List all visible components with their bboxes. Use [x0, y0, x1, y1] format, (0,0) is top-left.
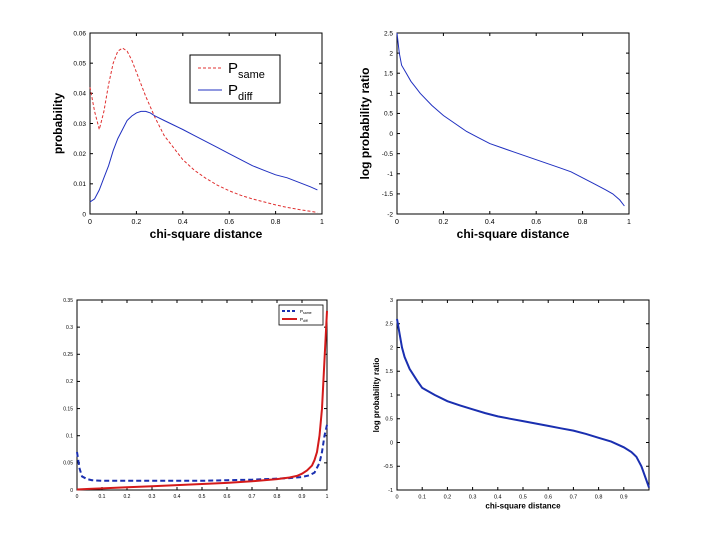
legend-label-subscript: diff — [303, 319, 308, 323]
legend-label-subscript: same — [238, 69, 265, 81]
y-tick-label: 0.2 — [66, 379, 73, 385]
x-tick-label: 0.8 — [578, 219, 588, 226]
legend-box — [189, 54, 281, 104]
y-tick-label: 2.5 — [384, 30, 393, 37]
y-tick-label: 0.04 — [73, 91, 86, 98]
y-tick-label: 1 — [389, 91, 393, 98]
x-tick-label: 0.6 — [544, 495, 552, 501]
x-tick-label: 1 — [627, 219, 631, 226]
y-tick-label: 0.3 — [66, 325, 73, 331]
x-tick-label: 0.9 — [299, 494, 306, 500]
x-tick-label: 0.5 — [519, 495, 527, 501]
x-tick-label: 0.6 — [224, 219, 234, 226]
x-tick-label: 0.8 — [595, 495, 603, 501]
x-tick-label: 0.7 — [249, 494, 256, 500]
chart-panel-3: 0 0.1 0.2 0.3 0.4 0.5 0.6 0.7 0.8 0.9 1 0 0.05 0.1 0.1… — [63, 298, 328, 500]
y-tick-label: 1.5 — [384, 70, 393, 77]
x-tick-label: 1 — [326, 494, 329, 500]
series-line-log-ratio — [396, 318, 650, 488]
y-tick-label: 0.02 — [73, 151, 86, 158]
y-tick-label: 0.05 — [63, 461, 73, 467]
y-axis-label: probability — [51, 93, 65, 155]
y-tick-label: 1.5 — [385, 369, 393, 375]
x-tick-label: 0.2 — [132, 219, 142, 226]
x-tick-label: 0.5 — [199, 494, 206, 500]
x-tick-label: 0 — [76, 494, 79, 500]
series-line-p-same — [76, 424, 328, 482]
x-tick-label: 0.4 — [178, 219, 188, 226]
x-axis-label: chi-square distance — [485, 502, 561, 511]
legend-label: Pdiff — [300, 317, 308, 323]
plot-area-frame — [396, 32, 630, 215]
x-tick-label: 0.2 — [444, 495, 452, 501]
x-tick-label: 1 — [320, 219, 324, 226]
y-tick-label: 1 — [390, 393, 393, 399]
x-tick-label: 0.9 — [620, 495, 628, 501]
y-tick-label: 2 — [389, 50, 393, 57]
y-tick-label: 0 — [70, 488, 73, 494]
x-tick-label: 0.3 — [469, 495, 477, 501]
x-axis-label: chi-square distance — [150, 227, 263, 241]
x-tick-label: 0.1 — [99, 494, 106, 500]
y-tick-label: 0.35 — [63, 298, 73, 304]
x-tick-label: 0 — [395, 495, 398, 501]
y-axis-label: log probability ratio — [372, 358, 381, 433]
chart-panel-1: 0 0.2 0.4 0.6 0.8 1 0 0.01 0.02 0.03 0.04 0.05 0.06 c… — [51, 30, 324, 241]
y-tick-label: 0.15 — [63, 406, 73, 412]
y-tick-label: -0.5 — [384, 464, 393, 470]
x-tick-label: 0.4 — [174, 494, 181, 500]
chart-panel-4: 0 0.1 0.2 0.3 0.4 0.5 0.6 0.7 0.8 0.9 -1 -0.5 0 0.5 1 1… — [372, 298, 650, 511]
x-tick-label: 0.4 — [494, 495, 502, 501]
y-tick-label: 0.03 — [73, 121, 86, 128]
x-tick-label: 0.8 — [274, 494, 281, 500]
x-axis-label: chi-square distance — [457, 227, 570, 241]
y-tick-label: -2 — [387, 211, 393, 218]
y-tick-label: 0 — [389, 131, 393, 138]
x-tick-label: 0.2 — [124, 494, 131, 500]
y-tick-label: -0.5 — [382, 151, 394, 158]
legend-box — [278, 304, 324, 326]
series-line-p-diff — [89, 110, 318, 203]
x-tick-label: 0.2 — [439, 219, 449, 226]
x-tick-label: 0 — [88, 219, 92, 226]
chart-panel-2: 0 0.2 0.4 0.6 0.8 1 -2 -1.5 -1 -0.5 0 0.5 1 1.5 2 2.5 ch… — [358, 30, 631, 241]
y-tick-label: 2 — [390, 345, 393, 351]
y-axis-label: log probability ratio — [358, 67, 372, 179]
series-line-p-same — [89, 47, 318, 213]
x-tick-label: 0 — [395, 219, 399, 226]
series-line-log-ratio — [396, 32, 625, 207]
y-tick-label: 0.1 — [66, 433, 73, 439]
y-tick-label: 0.06 — [73, 30, 86, 37]
y-tick-label: 0 — [390, 440, 393, 446]
x-tick-label: 0.1 — [418, 495, 426, 501]
x-tick-label: 0.3 — [149, 494, 156, 500]
x-tick-label: 0.8 — [271, 219, 281, 226]
y-tick-label: 0.25 — [63, 352, 73, 358]
y-tick-label: -1 — [387, 171, 393, 178]
y-tick-label: 0.5 — [385, 417, 393, 423]
y-tick-label: 0.05 — [73, 60, 86, 67]
x-tick-label: 0.7 — [570, 495, 578, 501]
y-tick-label: 3 — [390, 298, 393, 304]
y-tick-label: 0.5 — [384, 111, 393, 118]
y-tick-label: 2.5 — [385, 322, 393, 328]
legend-label-subscript: diff — [238, 91, 253, 103]
y-tick-label: -1 — [388, 488, 393, 494]
x-tick-label: 0.4 — [485, 219, 495, 226]
y-tick-label: -1.5 — [382, 191, 394, 198]
x-tick-label: 0.6 — [531, 219, 541, 226]
y-tick-label: 0.01 — [73, 181, 86, 188]
y-tick-label: 0 — [82, 211, 86, 218]
legend-label: Psame — [300, 309, 312, 315]
series-line-p-diff — [76, 310, 328, 491]
legend-label-subscript: same — [303, 311, 312, 315]
x-tick-label: 0.6 — [224, 494, 231, 500]
